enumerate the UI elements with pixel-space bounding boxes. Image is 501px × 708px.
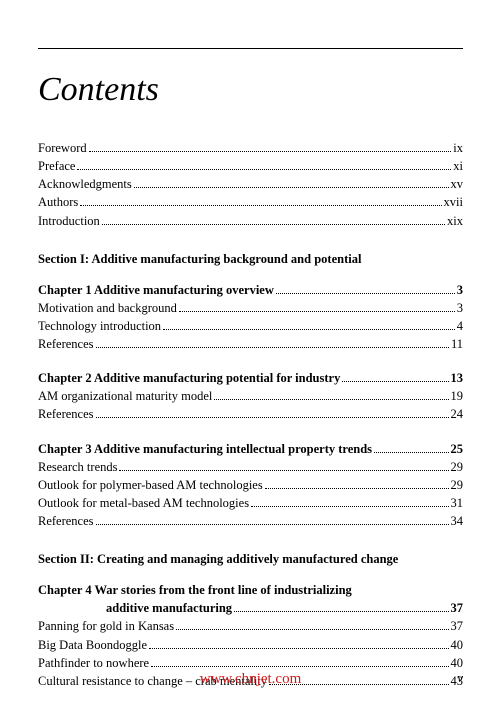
- toc-page: 29: [451, 476, 464, 494]
- chapter-label: Chapter 1 Additive manufacturing overvie…: [38, 281, 274, 299]
- front-matter: Foreword ix Preface xi Acknowledgments x…: [38, 139, 463, 230]
- toc-row: Foreword ix: [38, 139, 463, 157]
- leader-dots: [96, 417, 449, 418]
- page-number: v: [457, 670, 463, 686]
- toc-page: 4: [457, 317, 463, 335]
- toc-row: Preface xi: [38, 157, 463, 175]
- toc-label: Panning for gold in Kansas: [38, 617, 174, 635]
- leader-dots: [77, 169, 451, 170]
- leader-dots: [102, 224, 445, 225]
- leader-dots: [251, 506, 448, 507]
- toc-label: Technology introduction: [38, 317, 161, 335]
- toc-row: Outlook for polymer-based AM technologie…: [38, 476, 463, 494]
- section-heading: Section I: Additive manufacturing backgr…: [38, 252, 463, 267]
- toc-row: Introduction xix: [38, 212, 463, 230]
- toc-label: Introduction: [38, 212, 100, 230]
- toc-row: Acknowledgments xv: [38, 175, 463, 193]
- toc-page: 37: [451, 599, 464, 617]
- toc-label: Foreword: [38, 139, 87, 157]
- toc-label: Pathfinder to nowhere: [38, 654, 149, 672]
- leader-dots: [176, 629, 448, 630]
- toc-page: 29: [451, 458, 464, 476]
- toc-row: AM organizational maturity model 19: [38, 387, 463, 405]
- leader-dots: [234, 611, 448, 612]
- leader-dots: [163, 329, 455, 330]
- toc-page: 3: [457, 281, 463, 299]
- leader-dots: [119, 470, 448, 471]
- toc-row: Big Data Boondoggle 40: [38, 636, 463, 654]
- toc-label: AM organizational maturity model: [38, 387, 212, 405]
- leader-dots: [134, 187, 449, 188]
- toc-page: xv: [451, 175, 464, 193]
- leader-dots: [374, 452, 448, 453]
- toc-row: Chapter 4 War stories from the front lin…: [38, 581, 463, 599]
- leader-dots: [96, 524, 449, 525]
- toc-label: References: [38, 335, 94, 353]
- toc-page: 11: [451, 335, 463, 353]
- toc-page: 31: [451, 494, 464, 512]
- chapter-label-cont: additive manufacturing: [106, 599, 232, 617]
- toc-page: xi: [453, 157, 463, 175]
- toc-row: Chapter 2 Additive manufacturing potenti…: [38, 369, 463, 387]
- toc-page: 19: [451, 387, 464, 405]
- toc-label: References: [38, 405, 94, 423]
- chapter-label: Chapter 3 Additive manufacturing intelle…: [38, 440, 372, 458]
- toc-row: Chapter 1 Additive manufacturing overvie…: [38, 281, 463, 299]
- leader-dots: [276, 293, 455, 294]
- toc-label: Motivation and background: [38, 299, 177, 317]
- toc-row: Outlook for metal-based AM technologies …: [38, 494, 463, 512]
- toc-page: 24: [451, 405, 464, 423]
- toc-page: 13: [451, 369, 464, 387]
- toc-page: xix: [447, 212, 463, 230]
- toc-label: Outlook for polymer-based AM technologie…: [38, 476, 263, 494]
- leader-dots: [89, 151, 452, 152]
- leader-dots: [149, 648, 448, 649]
- toc-row: References 24: [38, 405, 463, 423]
- toc-label: Authors: [38, 193, 78, 211]
- chapter-block: Chapter 1 Additive manufacturing overvie…: [38, 281, 463, 354]
- chapter-label: Chapter 2 Additive manufacturing potenti…: [38, 369, 340, 387]
- toc-row: Panning for gold in Kansas 37: [38, 617, 463, 635]
- toc-row: Authors xvii: [38, 193, 463, 211]
- toc-page: 40: [451, 636, 464, 654]
- toc-row: Motivation and background 3: [38, 299, 463, 317]
- toc-row: References 11: [38, 335, 463, 353]
- toc-row: Technology introduction 4: [38, 317, 463, 335]
- leader-dots: [179, 311, 455, 312]
- toc-page: 3: [457, 299, 463, 317]
- toc-page: 37: [451, 617, 464, 635]
- chapter-block: Chapter 2 Additive manufacturing potenti…: [38, 369, 463, 423]
- chapter-block: Chapter 3 Additive manufacturing intelle…: [38, 440, 463, 531]
- toc-label: Research trends: [38, 458, 117, 476]
- toc-label: Preface: [38, 157, 75, 175]
- leader-dots: [80, 205, 441, 206]
- chapter-label: Chapter 4 War stories from the front lin…: [38, 581, 352, 599]
- leader-dots: [96, 347, 449, 348]
- toc-row: Pathfinder to nowhere 40: [38, 654, 463, 672]
- toc-row: additive manufacturing 37: [38, 599, 463, 617]
- toc-label: References: [38, 512, 94, 530]
- toc-label: Big Data Boondoggle: [38, 636, 147, 654]
- toc-label: Acknowledgments: [38, 175, 132, 193]
- leader-dots: [342, 381, 448, 382]
- toc-row: Research trends 29: [38, 458, 463, 476]
- leader-dots: [214, 399, 448, 400]
- leader-dots: [265, 488, 449, 489]
- watermark-text: www.chnjet.com: [0, 671, 501, 688]
- toc-row: References 34: [38, 512, 463, 530]
- toc-label: Outlook for metal-based AM technologies: [38, 494, 249, 512]
- toc-row: Chapter 3 Additive manufacturing intelle…: [38, 440, 463, 458]
- top-rule: [38, 48, 463, 49]
- page-title: Contents: [38, 71, 463, 109]
- toc-page: 25: [451, 440, 464, 458]
- leader-dots: [151, 666, 448, 667]
- toc-page: 34: [451, 512, 464, 530]
- toc-page: ix: [453, 139, 463, 157]
- section-heading: Section II: Creating and managing additi…: [38, 552, 463, 567]
- toc-page: xvii: [444, 193, 463, 211]
